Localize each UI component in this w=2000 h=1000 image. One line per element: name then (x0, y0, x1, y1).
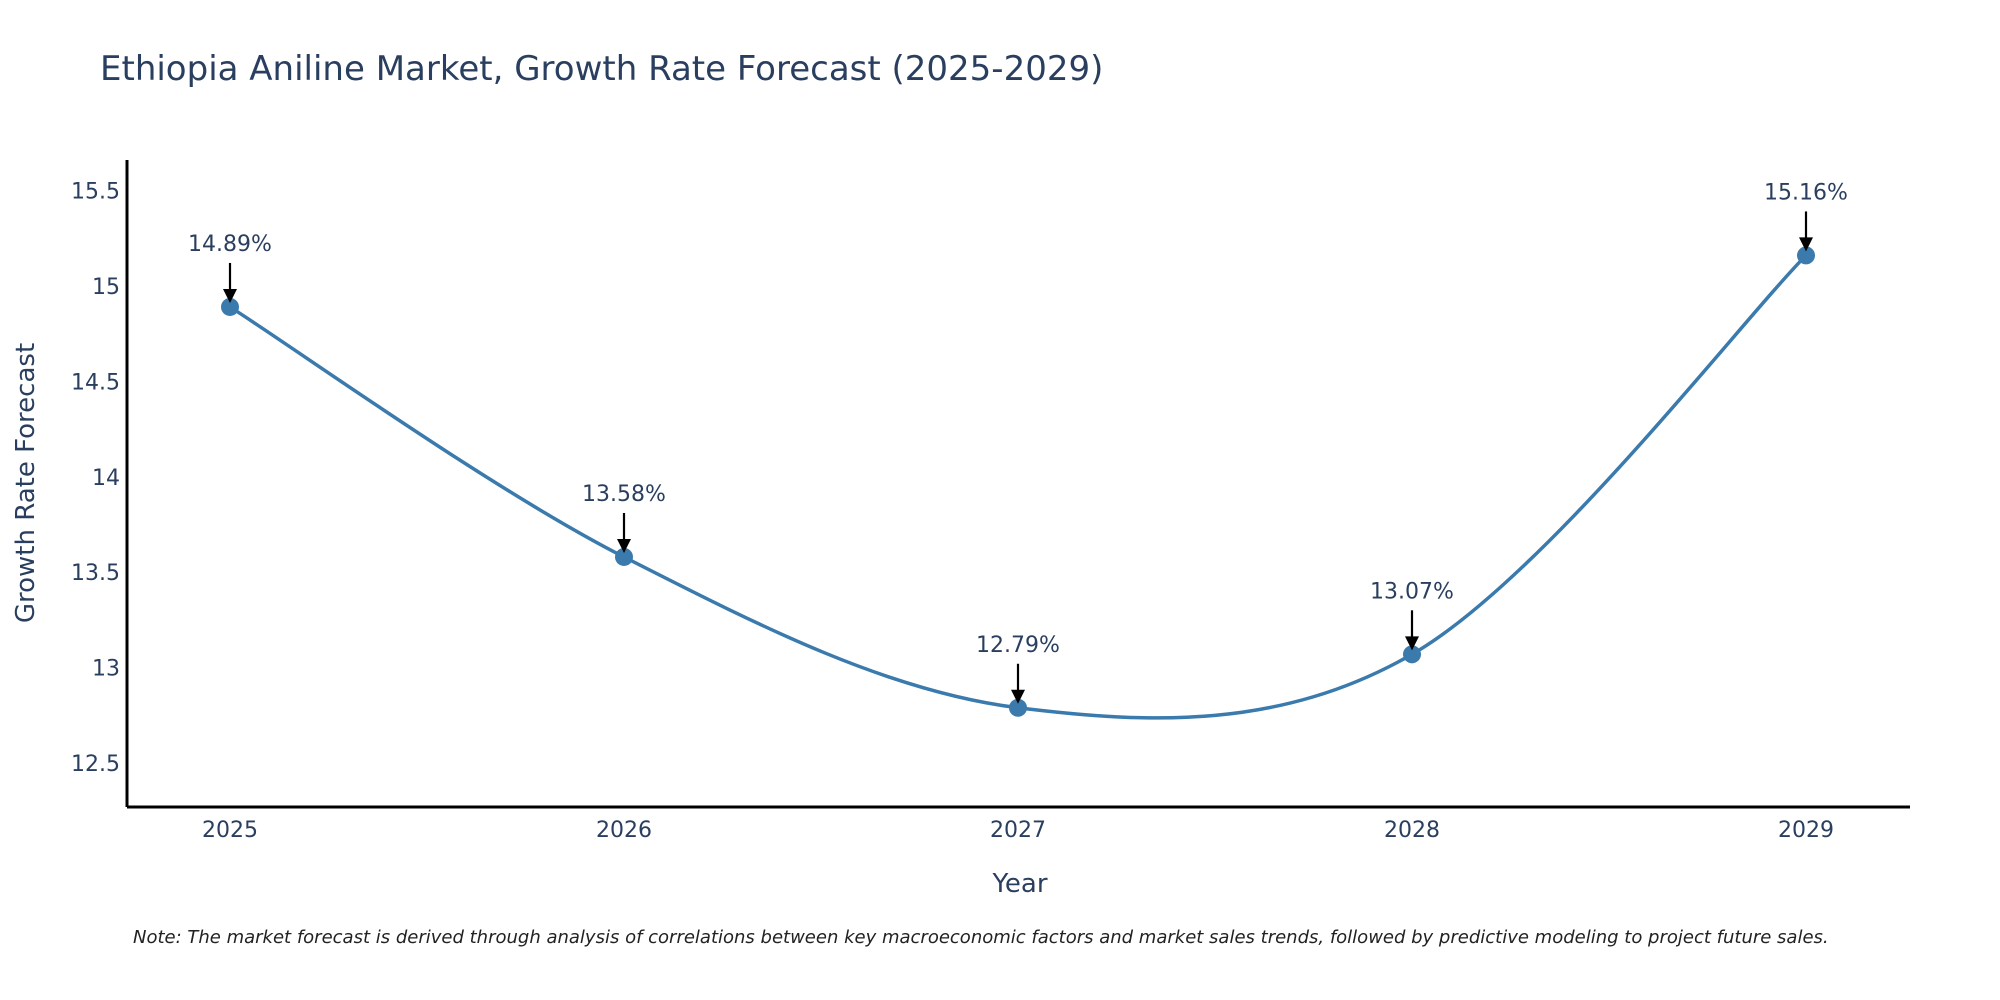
data-annotations: 14.89% 13.58% 12.79% 13.07% 15.16% (188, 180, 1848, 704)
data-label: 15.16% (1764, 180, 1848, 205)
data-point-marker (1403, 645, 1421, 664)
annotation-arrow-head (617, 538, 631, 553)
annotation-arrow-head (223, 288, 237, 303)
data-markers (221, 246, 1815, 717)
y-tick-label: 12.5 (71, 752, 120, 777)
x-axis-title: Year (991, 869, 1047, 899)
data-point-marker (1797, 246, 1815, 265)
x-tick-label: 2026 (596, 818, 652, 843)
data-label: 14.89% (188, 232, 272, 257)
data-point-marker (221, 297, 239, 316)
y-axis-ticks: 12.5 13 13.5 14 14.5 15 15.5 (71, 180, 120, 778)
data-point-marker (615, 547, 633, 566)
data-label: 13.07% (1370, 579, 1454, 604)
y-tick-label: 15.5 (71, 180, 120, 205)
annotation-arrow-head (1405, 636, 1419, 651)
data-label: 12.79% (976, 633, 1060, 658)
y-tick-label: 13.5 (71, 561, 120, 586)
annotation-arrow-head (1799, 237, 1813, 252)
data-label: 13.58% (582, 482, 666, 507)
x-tick-label: 2027 (990, 818, 1046, 843)
x-axis-ticks: 2025 2026 2027 2028 2029 (202, 818, 1834, 843)
chart-note: Note: The market forecast is derived thr… (133, 927, 1829, 948)
x-tick-label: 2025 (202, 818, 258, 843)
y-tick-label: 13 (92, 657, 120, 682)
data-point-marker (1009, 698, 1027, 717)
x-tick-label: 2029 (1778, 818, 1834, 843)
y-axis-title: Growth Rate Forecast (11, 343, 41, 623)
y-tick-label: 14.5 (71, 370, 120, 395)
chart-title: Ethiopia Aniline Market, Growth Rate For… (100, 49, 1103, 89)
y-tick-label: 14 (92, 466, 120, 491)
y-tick-label: 15 (92, 275, 120, 300)
annotation-arrow-head (1011, 689, 1025, 704)
x-tick-label: 2028 (1384, 818, 1440, 843)
